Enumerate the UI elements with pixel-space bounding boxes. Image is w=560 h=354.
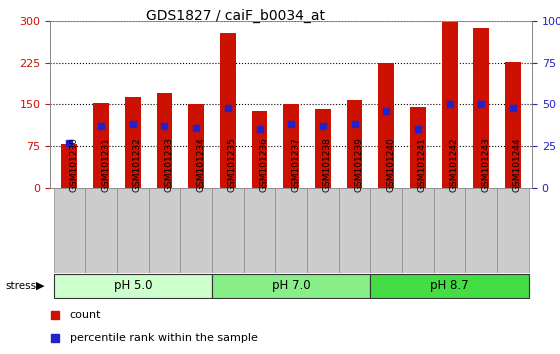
- Bar: [315, 109, 331, 188]
- FancyBboxPatch shape: [148, 188, 180, 273]
- FancyBboxPatch shape: [307, 188, 339, 273]
- Bar: [188, 104, 204, 188]
- Text: pH 5.0: pH 5.0: [114, 279, 152, 292]
- FancyBboxPatch shape: [212, 188, 244, 273]
- FancyBboxPatch shape: [54, 274, 212, 298]
- Bar: [157, 93, 172, 188]
- FancyBboxPatch shape: [402, 188, 434, 273]
- Text: GSM101241: GSM101241: [418, 137, 427, 192]
- FancyBboxPatch shape: [339, 188, 370, 273]
- Text: GSM101237: GSM101237: [291, 137, 300, 192]
- FancyBboxPatch shape: [54, 188, 85, 273]
- FancyBboxPatch shape: [497, 188, 529, 273]
- Text: GSM101230: GSM101230: [69, 137, 78, 192]
- Bar: [125, 97, 141, 188]
- Bar: [347, 100, 362, 188]
- FancyBboxPatch shape: [370, 188, 402, 273]
- Bar: [220, 33, 236, 188]
- FancyBboxPatch shape: [117, 188, 148, 273]
- Bar: [93, 103, 109, 188]
- FancyBboxPatch shape: [370, 274, 529, 298]
- FancyBboxPatch shape: [276, 188, 307, 273]
- Text: GSM101232: GSM101232: [133, 137, 142, 192]
- Bar: [251, 111, 268, 188]
- Text: GSM101240: GSM101240: [386, 137, 395, 192]
- Bar: [442, 22, 458, 188]
- Bar: [410, 107, 426, 188]
- FancyBboxPatch shape: [244, 188, 276, 273]
- Text: GSM101244: GSM101244: [513, 137, 522, 192]
- Text: GSM101236: GSM101236: [259, 137, 268, 192]
- FancyBboxPatch shape: [85, 188, 117, 273]
- Text: GDS1827 / caiF_b0034_at: GDS1827 / caiF_b0034_at: [146, 9, 325, 23]
- Bar: [505, 62, 521, 188]
- Text: GSM101235: GSM101235: [228, 137, 237, 192]
- Bar: [283, 104, 299, 188]
- Text: GSM101243: GSM101243: [481, 137, 491, 192]
- Text: GSM101239: GSM101239: [354, 137, 363, 192]
- Text: GSM101233: GSM101233: [165, 137, 174, 192]
- Text: pH 7.0: pH 7.0: [272, 279, 310, 292]
- Bar: [473, 28, 489, 188]
- Text: percentile rank within the sample: percentile rank within the sample: [69, 332, 258, 343]
- FancyBboxPatch shape: [180, 188, 212, 273]
- Text: GSM101234: GSM101234: [196, 137, 205, 192]
- Text: stress: stress: [6, 281, 37, 291]
- FancyBboxPatch shape: [434, 188, 465, 273]
- Text: pH 8.7: pH 8.7: [430, 279, 469, 292]
- Text: GSM101242: GSM101242: [450, 137, 459, 192]
- Text: GSM101231: GSM101231: [101, 137, 110, 192]
- FancyBboxPatch shape: [212, 274, 370, 298]
- Text: count: count: [69, 309, 101, 320]
- Text: GSM101238: GSM101238: [323, 137, 332, 192]
- Bar: [62, 144, 77, 188]
- FancyBboxPatch shape: [465, 188, 497, 273]
- Bar: [379, 63, 394, 188]
- Text: ▶: ▶: [36, 281, 45, 291]
